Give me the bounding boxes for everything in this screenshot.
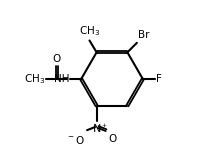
Text: O: O — [53, 54, 61, 64]
Text: CH$_3$: CH$_3$ — [79, 24, 100, 38]
Text: N: N — [93, 124, 101, 134]
Text: CH$_3$: CH$_3$ — [24, 72, 45, 86]
Text: Br: Br — [138, 30, 149, 40]
Text: F: F — [156, 74, 162, 84]
Text: NH: NH — [54, 74, 69, 84]
Text: $^-$O: $^-$O — [66, 134, 85, 146]
Text: $^+$: $^+$ — [100, 123, 108, 132]
Text: O: O — [108, 134, 117, 144]
